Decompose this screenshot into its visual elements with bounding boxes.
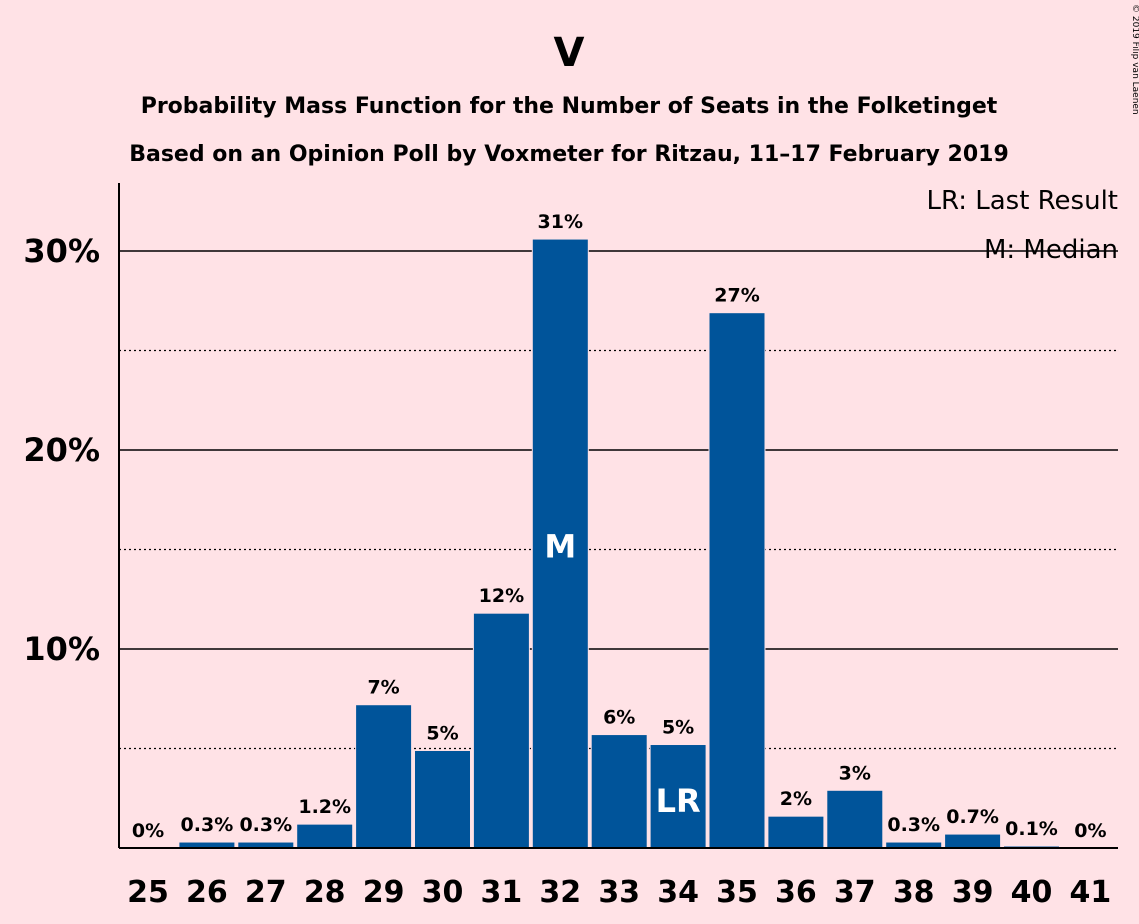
bar xyxy=(355,704,413,849)
gridlines: 10% 20% 30% xyxy=(23,232,1118,750)
data-label: 0% xyxy=(132,820,164,842)
bar xyxy=(472,612,530,849)
bar xyxy=(826,789,884,849)
x-tick-label: 38 xyxy=(893,875,935,910)
x-tick-label: 26 xyxy=(186,875,228,910)
data-label: 5% xyxy=(426,722,458,744)
data-label: 0.3% xyxy=(239,814,292,836)
bar xyxy=(296,823,354,849)
x-tick-label: 37 xyxy=(834,875,876,910)
x-tick-label: 39 xyxy=(952,875,994,910)
data-label: 0% xyxy=(1074,820,1106,842)
bar xyxy=(531,238,589,849)
x-tick-label: 25 xyxy=(127,875,169,910)
legend-median: M: Median xyxy=(984,235,1118,265)
data-label: 0.7% xyxy=(946,806,999,828)
x-tick-label: 34 xyxy=(657,875,699,910)
data-labels: 0% 25 0.3% 26 0.3% 27 1.2% 28 7% 29 5% 30 12% 31 31% 32… xyxy=(127,211,1111,910)
copyright-text: © 2019 Filip van Laenen xyxy=(1130,4,1139,115)
bar xyxy=(649,744,707,849)
x-tick-label: 32 xyxy=(539,875,581,910)
x-tick-label: 35 xyxy=(716,875,758,910)
x-tick-label: 33 xyxy=(598,875,640,910)
bar xyxy=(590,734,648,849)
data-label: 0.1% xyxy=(1005,818,1058,840)
x-tick-label: 28 xyxy=(304,875,346,910)
data-label: 5% xyxy=(662,717,694,739)
chart-subtitle-2: Based on an Opinion Poll by Voxmeter for… xyxy=(129,142,1009,167)
x-tick-label: 29 xyxy=(363,875,405,910)
y-tick-label: 20% xyxy=(23,431,100,469)
bar xyxy=(414,749,471,849)
chart-subtitle-1: Probability Mass Function for the Number… xyxy=(141,94,998,119)
bar xyxy=(767,815,825,849)
data-label: 7% xyxy=(367,677,399,699)
x-tick-label: 36 xyxy=(775,875,817,910)
bar xyxy=(944,833,1002,849)
data-label: 27% xyxy=(714,285,759,307)
bars xyxy=(178,238,1060,849)
x-tick-label: 40 xyxy=(1011,875,1053,910)
x-tick-label: 31 xyxy=(481,875,523,910)
last-result-marker: LR xyxy=(656,782,701,820)
data-label: 0.3% xyxy=(181,814,234,836)
y-tick-label: 10% xyxy=(23,630,100,668)
data-label: 1.2% xyxy=(298,796,351,818)
data-label: 6% xyxy=(603,707,635,729)
y-tick-label: 30% xyxy=(23,232,100,270)
median-marker: M xyxy=(544,528,576,566)
x-tick-label: 27 xyxy=(245,875,287,910)
data-label: 31% xyxy=(538,211,583,233)
data-label: 0.3% xyxy=(887,814,940,836)
legend-last-result: LR: Last Result xyxy=(926,186,1118,216)
data-label: 12% xyxy=(479,585,524,607)
data-label: 2% xyxy=(780,788,812,810)
data-label: 3% xyxy=(839,762,871,784)
chart-title: V xyxy=(554,30,585,76)
x-tick-label: 41 xyxy=(1070,875,1112,910)
x-tick-label: 30 xyxy=(422,875,464,910)
bar xyxy=(708,312,766,849)
